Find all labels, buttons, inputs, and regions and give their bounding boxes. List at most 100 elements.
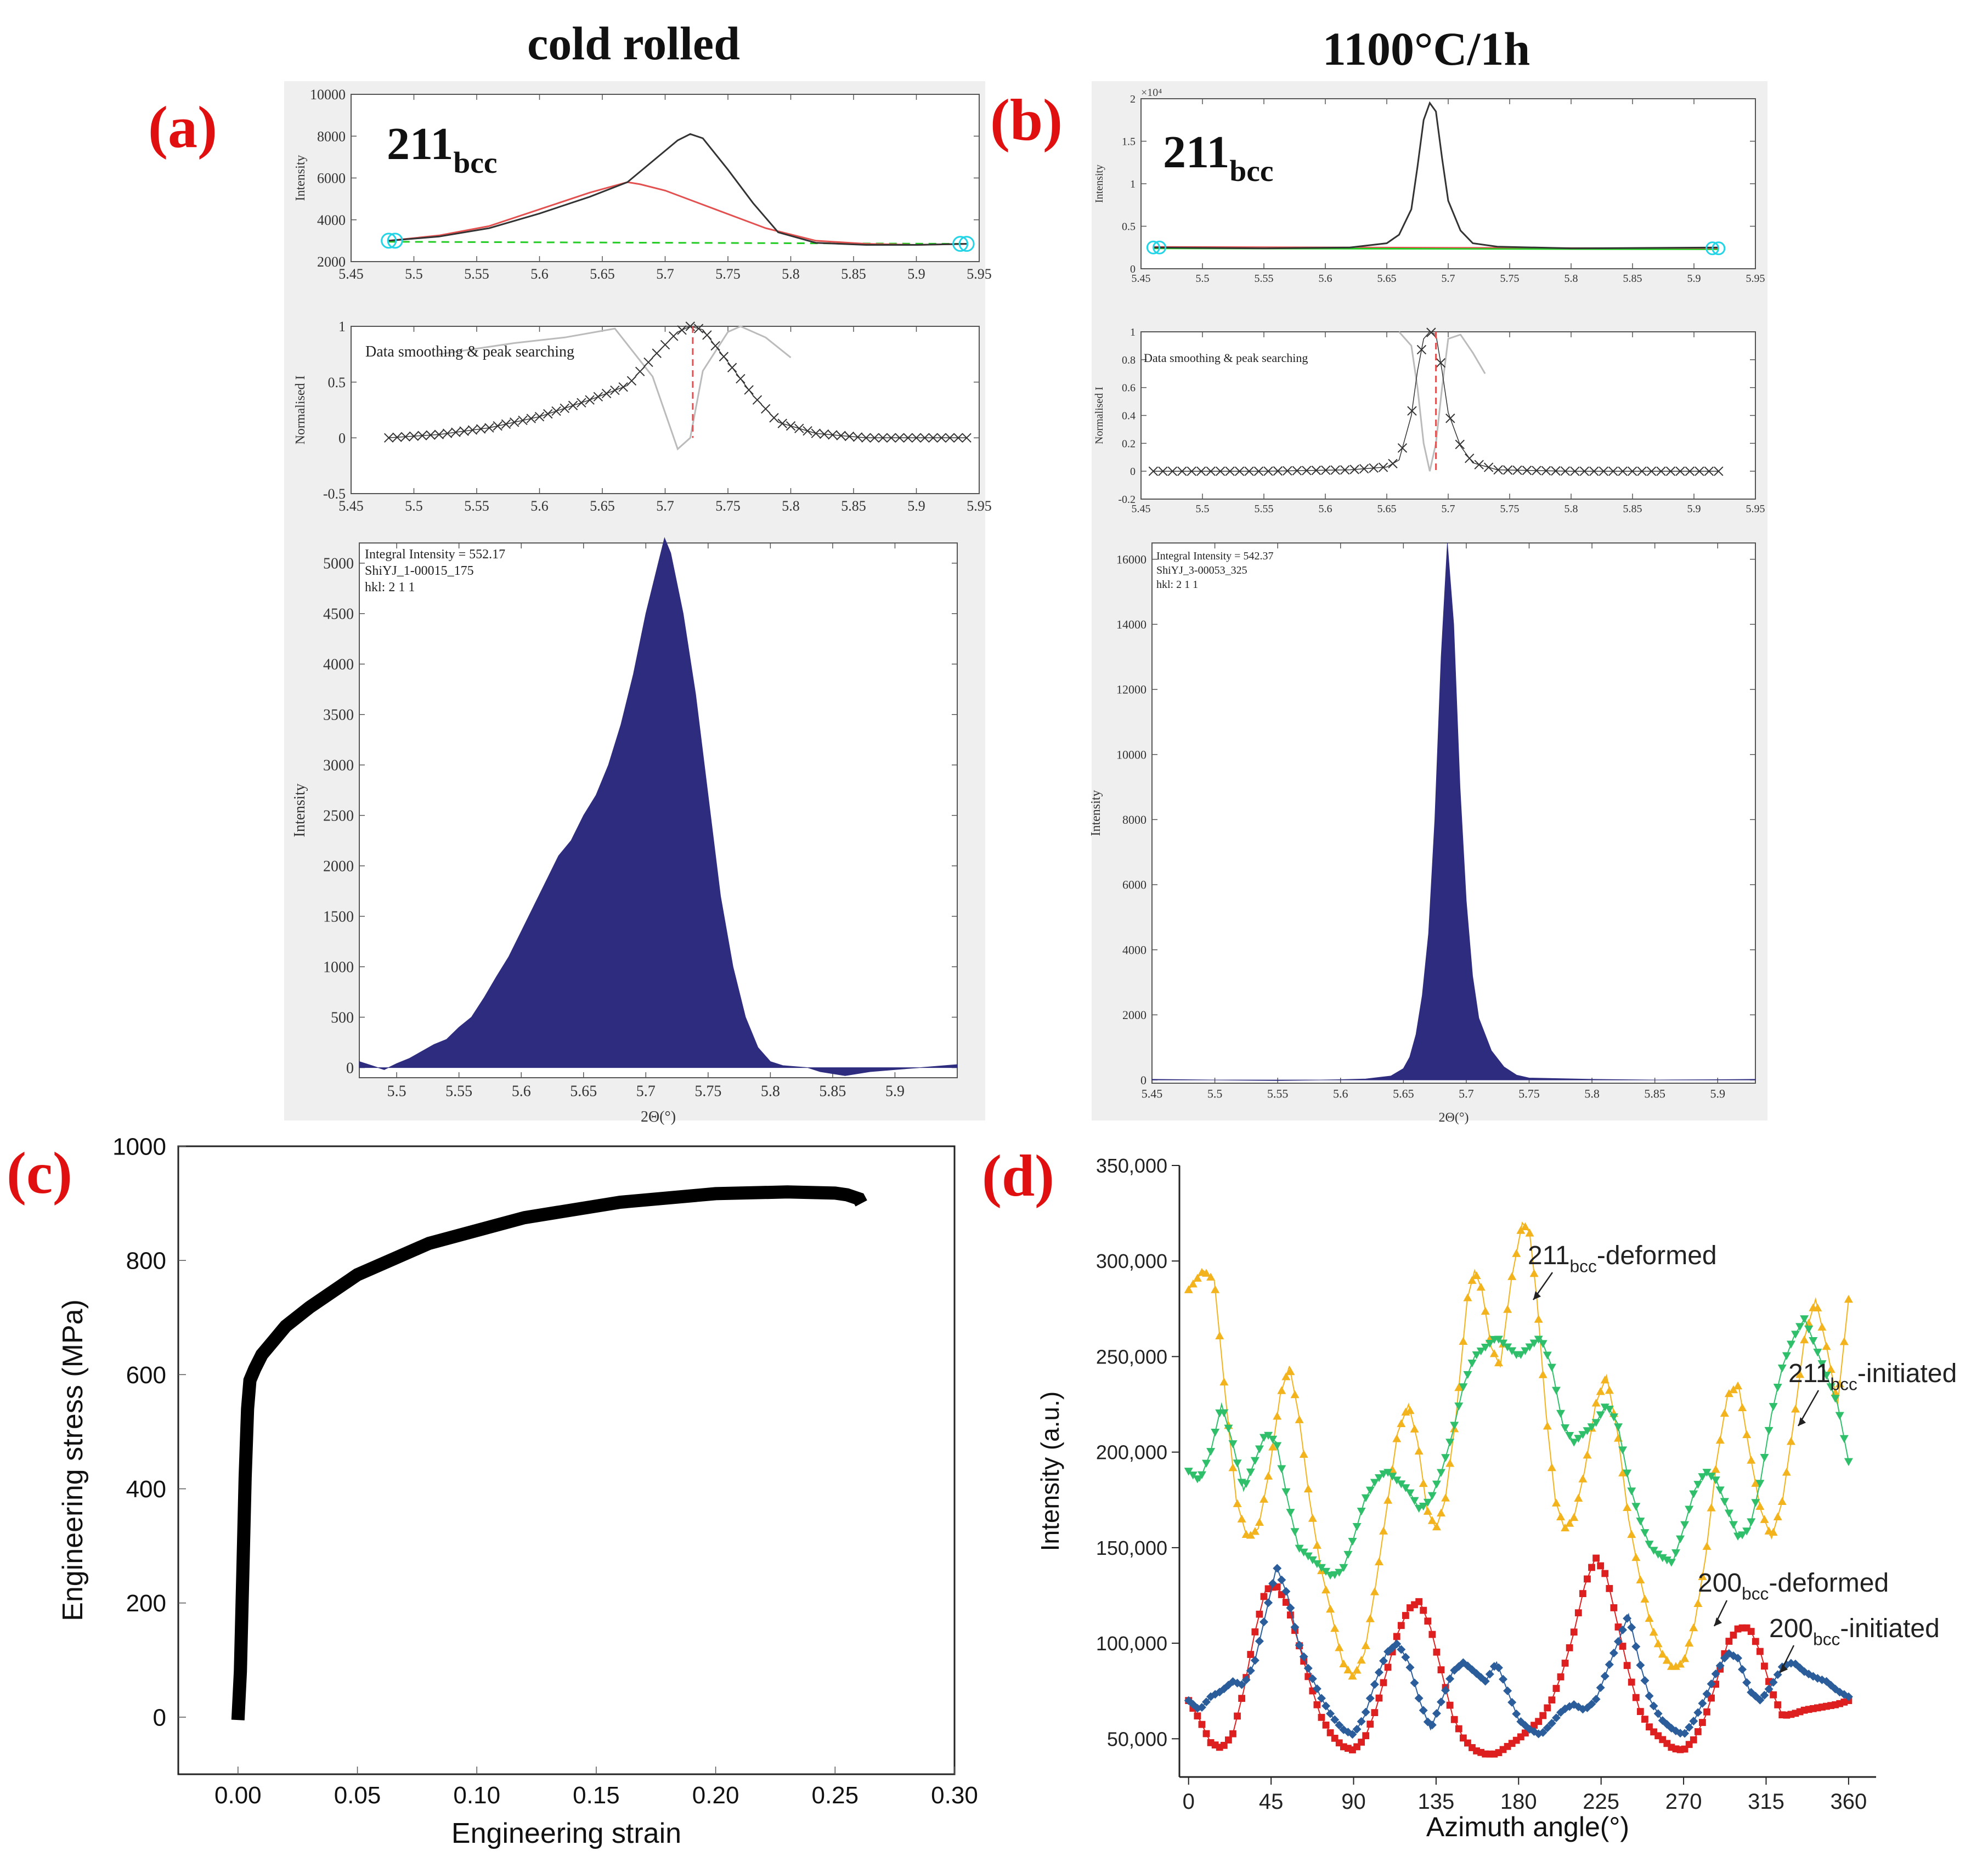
d-point-triangle-down	[1206, 1448, 1216, 1456]
b-mid-cross-marker	[1465, 453, 1475, 463]
d-xtick-label: 0	[1183, 1790, 1195, 1814]
b-mid-ytick-label: 0.8	[1122, 354, 1136, 366]
d-series-label-2-sub: bcc	[1742, 1583, 1769, 1603]
d-point-triangle-down	[1826, 1383, 1835, 1391]
d-point-triangle-up	[1561, 1523, 1570, 1532]
d-point-triangle-up	[1286, 1367, 1295, 1376]
d-point-triangle-down	[1649, 1547, 1658, 1555]
d-point-diamond	[1653, 1709, 1663, 1718]
d-series-label-0-sub: bcc	[1570, 1256, 1597, 1276]
a-bot-xtick-label: 5.7	[636, 1083, 656, 1100]
d-point-triangle-down	[1809, 1337, 1818, 1345]
b-mid-cross-marker	[1330, 465, 1340, 475]
a-mid-cross-marker	[786, 421, 796, 431]
d-point-triangle-down	[1423, 1498, 1432, 1507]
a-mid-xtick-label: 5.6	[530, 498, 549, 514]
d-point-triangle-up	[1339, 1659, 1348, 1667]
d-point-diamond	[1631, 1642, 1641, 1651]
d-point-square	[1619, 1643, 1626, 1650]
d-point-triangle-down	[1844, 1458, 1853, 1467]
d-point-square	[1397, 1622, 1405, 1629]
c-xtick-label: 0.00	[214, 1782, 262, 1809]
b-mid-cross-marker	[1685, 466, 1695, 476]
d-point-triangle-up	[1326, 1604, 1335, 1613]
d-point-square	[1202, 1730, 1210, 1738]
d-point-triangle-down	[1658, 1554, 1667, 1563]
a-mid-cross-marker	[903, 433, 913, 443]
d-point-triangle-down	[1711, 1476, 1720, 1485]
d-point-triangle-up	[1618, 1468, 1628, 1476]
d-ytick-label: 350,000	[1096, 1154, 1167, 1177]
d-point-triangle-up	[1277, 1386, 1286, 1394]
d-point-triangle-down	[1441, 1454, 1450, 1462]
d-point-diamond	[1312, 1684, 1321, 1694]
b-mid-cross-marker	[1483, 462, 1494, 472]
b-mid-cross-marker	[1177, 466, 1187, 476]
b-top-series-measured	[1153, 101, 1719, 250]
d-point-square	[1260, 1593, 1268, 1600]
b-top-endpoint-marker	[1146, 240, 1160, 254]
d-point-triangle-down	[1715, 1486, 1725, 1495]
a-mid-cross-marker	[852, 432, 863, 442]
d-point-triangle-up	[1773, 1512, 1782, 1521]
b-bot-xtick-label: 5.65	[1393, 1086, 1414, 1100]
d-point-triangle-up	[1405, 1406, 1415, 1414]
d-point-square	[1632, 1694, 1640, 1701]
d-point-diamond	[1397, 1645, 1406, 1654]
a-mid-cross-marker	[895, 433, 905, 443]
d-point-square	[1566, 1644, 1573, 1651]
d-point-triangle-down	[1800, 1315, 1809, 1323]
d-point-diamond	[1769, 1678, 1778, 1687]
d-point-triangle-down	[1707, 1473, 1716, 1481]
d-point-triangle-up	[1348, 1672, 1357, 1680]
d-point-triangle-down	[1370, 1479, 1379, 1487]
a-top-ytick-label: 10000	[310, 87, 346, 103]
d-point-diamond	[1326, 1709, 1335, 1718]
d-point-triangle-up	[1383, 1496, 1393, 1504]
d-point-triangle-up	[1569, 1513, 1579, 1521]
d-point-diamond	[1286, 1603, 1295, 1612]
b-mid-cross-marker	[1273, 466, 1283, 476]
d-point-triangle-down	[1618, 1446, 1628, 1454]
b-top-ytick-label: 0.5	[1122, 221, 1136, 233]
d-point-square	[1574, 1609, 1582, 1617]
b-mid-cross-marker	[1618, 466, 1628, 476]
d-point-triangle-down	[1738, 1531, 1747, 1540]
d-point-triangle-up	[1645, 1614, 1654, 1622]
d-point-diamond	[1764, 1684, 1774, 1694]
d-point-diamond	[1685, 1723, 1694, 1732]
d-point-triangle-down	[1494, 1335, 1503, 1344]
a-mid-ylabel: Normalised I	[293, 376, 308, 445]
d-point-diamond	[1689, 1717, 1698, 1726]
d-point-triangle-down	[1529, 1339, 1539, 1348]
d-point-triangle-down	[1813, 1349, 1822, 1357]
d-ytick-label: 250,000	[1096, 1345, 1167, 1368]
a-mid-cross-marker	[618, 382, 628, 392]
a-top-xtick-label: 5.85	[841, 266, 866, 282]
a-mid-xtick-label: 5.5	[405, 498, 423, 514]
b-mid-cross-marker	[1608, 466, 1618, 476]
c-ytick-label: 1000	[112, 1133, 166, 1160]
b-top-xtick-label: 5.95	[1746, 273, 1765, 285]
d-point-triangle-up	[1410, 1424, 1419, 1433]
d-point-triangle-up	[1423, 1507, 1432, 1515]
d-point-diamond	[1538, 1728, 1548, 1737]
a-mid-cross-marker	[392, 432, 402, 443]
a-mid-cross-marker	[543, 409, 553, 419]
a-mid-cross-marker	[911, 433, 922, 443]
d-point-triangle-down	[1835, 1412, 1844, 1420]
a-top-xtick-label: 5.7	[656, 266, 674, 282]
a-top-peak-annotation-sub: bcc	[453, 146, 497, 179]
a-bot-ytick-label: 3000	[323, 757, 354, 774]
d-point-square	[1247, 1651, 1255, 1658]
d-point-triangle-down	[1299, 1548, 1308, 1557]
d-point-triangle-down	[1724, 1509, 1733, 1518]
b-mid-cross-marker	[1704, 466, 1714, 476]
a-mid-cross-marker	[551, 406, 561, 416]
d-point-triangle-up	[1547, 1463, 1556, 1472]
d-point-triangle-down	[1631, 1503, 1641, 1511]
b-mid-cross-marker	[1196, 466, 1206, 476]
a-mid-xtick-label: 5.95	[967, 498, 992, 514]
d-point-triangle-down	[1295, 1544, 1304, 1553]
d-point-triangle-down	[1565, 1431, 1574, 1440]
